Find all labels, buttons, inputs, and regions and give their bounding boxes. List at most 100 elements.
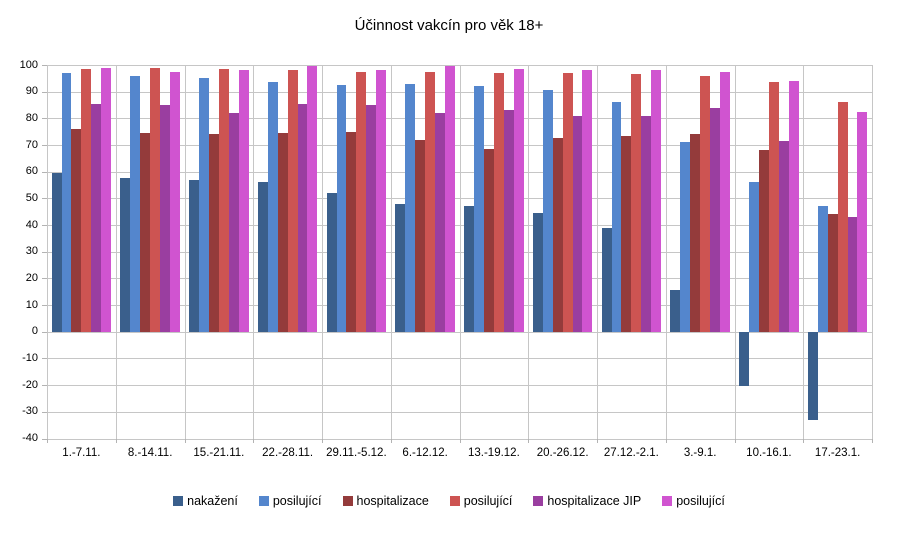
y-tick-label: 60 [25,165,38,178]
bar [307,66,318,332]
v-gridline [459,65,461,439]
y-tick-label: 80 [25,111,38,124]
bar [611,102,622,332]
legend-label: hospitalizace [356,494,429,508]
legend-label: posilující [676,494,725,508]
bar [140,133,151,332]
y-axis-tick [42,385,47,387]
bar [51,173,62,332]
y-axis-tick [42,171,47,173]
bar [719,71,730,332]
x-axis-tick [459,438,461,443]
bar [150,67,161,332]
bar [807,331,818,420]
bar [493,73,504,332]
y-tick-label: 10 [25,298,38,311]
bar [444,66,455,332]
x-axis-tick [184,438,186,443]
x-axis-tick [253,438,255,443]
legend-item: posilující [662,494,725,508]
bar [277,133,288,332]
legend-item: nakažení [173,494,238,508]
bar [366,105,377,332]
x-tick-label: 3.-9.1. [683,446,717,459]
y-tick-label: 30 [25,245,38,258]
y-tick-label: 90 [25,85,38,98]
x-tick-label: 8.-14.11. [127,446,173,459]
y-axis-tick [42,305,47,307]
y-axis-tick [42,198,47,200]
y-tick-label: -20 [22,378,38,391]
y-axis-tick [42,438,47,440]
x-axis-tick [322,438,323,443]
x-axis-tick [528,438,530,443]
legend-swatch [533,496,544,506]
v-gridline [803,65,805,439]
bar [680,142,691,332]
legend-label: posilující [463,494,513,508]
legend-swatch [173,496,184,506]
bar [582,70,593,332]
bar [238,70,249,332]
bar [425,71,436,332]
bar [690,134,701,332]
bar [376,70,387,332]
y-tick-label: -10 [22,351,38,364]
y-axis-tick [42,358,47,360]
bar [326,193,337,332]
x-tick-label: 27.12.-2.1. [603,446,659,459]
bar [208,134,219,332]
v-gridline [734,65,736,439]
legend-item: hospitalizace JIP [533,494,641,508]
bar [651,70,662,332]
bar [415,139,426,332]
y-axis-tick [42,411,47,413]
legend-item: posilující [258,494,322,508]
x-axis-tick [390,438,392,443]
bar [739,331,750,387]
bar [601,227,612,332]
v-gridline [47,65,48,439]
x-tick-label: 15.-21.11. [193,446,245,459]
bar [130,75,141,332]
bar [847,217,858,332]
bar [346,131,357,332]
legend-item: posilující [449,494,513,508]
v-gridline [253,65,255,439]
bar [474,86,484,332]
bar [768,82,779,332]
v-gridline [115,65,117,439]
bar [61,73,72,332]
x-tick-label: 20.-26.12. [536,446,589,459]
legend-swatch [662,496,673,506]
v-gridline [665,65,667,439]
y-axis-tick [42,251,47,253]
v-gridline [184,65,186,439]
y-tick-label: 20 [25,271,38,284]
legend-swatch [449,496,460,506]
bar [788,81,799,332]
x-tick-label: 17.-23.1. [814,446,861,459]
x-tick-label: 13.-19.12. [467,446,520,459]
legend-label: nakažení [187,494,238,508]
x-tick-label: 6.-12.12. [402,446,448,459]
bar [81,69,92,332]
bar [71,129,82,332]
bar [641,115,652,332]
bar [160,105,170,332]
bar [297,103,308,332]
legend-swatch [342,496,353,506]
bar [405,83,416,332]
bar [91,103,102,332]
bar [395,203,406,332]
bar [700,75,711,332]
bar [336,85,347,332]
bar [218,69,229,332]
x-tick-label: 1.-7.11. [62,446,101,459]
y-axis-tick [42,118,47,120]
bar [552,138,563,332]
y-axis-tick [42,331,47,333]
legend: nakažení posilující hospitalizace posilujíc… [0,494,898,508]
bar [435,113,445,332]
